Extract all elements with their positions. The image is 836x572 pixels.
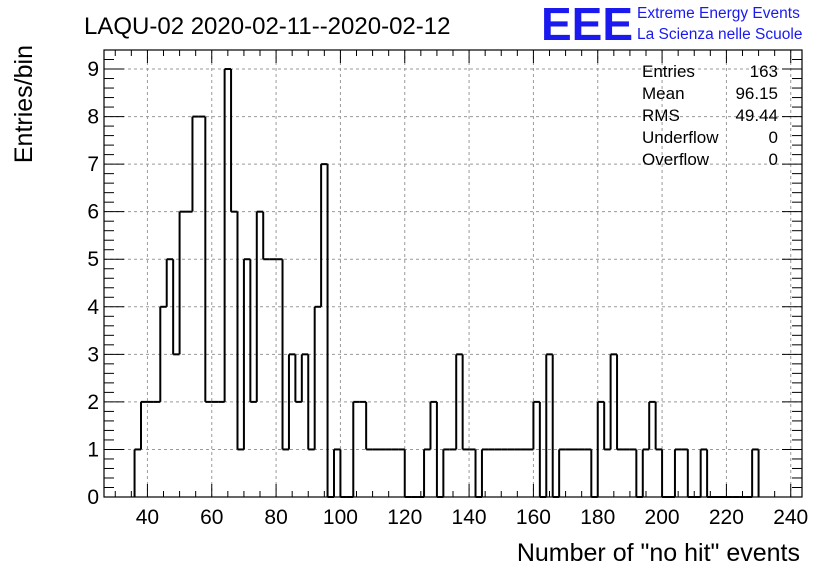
y-tick-label: 0 [87, 486, 99, 509]
x-tick-label: 180 [580, 506, 615, 529]
x-axis-ticks: 40 60 80 100 120 140 160 180 200 220 240 [114, 50, 808, 529]
stats-rms-value: 49.44 [735, 106, 778, 125]
y-tick-label: 8 [87, 106, 99, 129]
x-tick-label: 200 [645, 506, 680, 529]
stats-entries-value: 163 [750, 62, 778, 81]
stats-underflow-label: Underflow [642, 128, 719, 147]
y-tick-label: 6 [87, 201, 99, 224]
x-tick-label: 140 [452, 506, 487, 529]
x-tick-label: 40 [136, 506, 159, 529]
x-tick-label: 60 [200, 506, 223, 529]
logo-line-2: La Scienza nelle Scuole [637, 26, 802, 43]
x-tick-label: 80 [264, 506, 287, 529]
y-tick-label: 1 [87, 438, 99, 461]
y-tick-label: 9 [87, 58, 99, 81]
eee-logo: EEE Extreme Energy Events La Scienza nel… [541, 0, 802, 50]
y-axis-ticks: 0 1 2 3 4 5 6 7 8 9 [87, 58, 802, 509]
stats-entries-label: Entries [642, 62, 695, 81]
stats-underflow-value: 0 [769, 128, 778, 147]
stats-rms-label: RMS [642, 106, 680, 125]
y-tick-label: 2 [87, 391, 99, 414]
y-axis-label: Entries/bin [10, 45, 38, 163]
y-tick-label: 5 [87, 248, 99, 271]
logo-line-1: Extreme Energy Events [637, 5, 800, 22]
stats-box: Entries 163 Mean 96.15 RMS 49.44 Underfl… [642, 62, 778, 169]
x-tick-label: 240 [773, 506, 808, 529]
x-tick-label: 100 [323, 506, 358, 529]
logo-mark: EEE [541, 0, 633, 50]
stats-overflow-value: 0 [769, 150, 778, 169]
stats-mean-label: Mean [642, 84, 685, 103]
stats-mean-value: 96.15 [735, 84, 778, 103]
x-tick-label: 160 [516, 506, 551, 529]
y-tick-label: 3 [87, 343, 99, 366]
stats-overflow-label: Overflow [642, 150, 710, 169]
x-axis-label: Number of "no hit" events [517, 539, 800, 567]
y-tick-label: 7 [87, 153, 99, 176]
x-tick-label: 120 [387, 506, 422, 529]
y-tick-label: 4 [87, 296, 99, 319]
chart-title: LAQU-02 2020-02-11--2020-02-12 [84, 13, 450, 40]
x-tick-label: 220 [709, 506, 744, 529]
